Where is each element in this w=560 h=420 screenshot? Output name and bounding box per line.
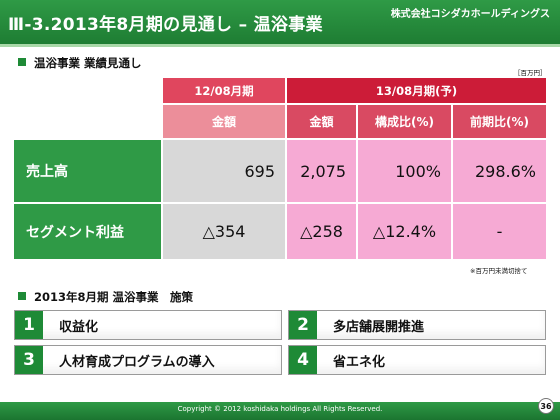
measure-label: 省エネ化 xyxy=(333,354,386,370)
unit-note: ［百万円］ xyxy=(514,69,547,77)
header-period-prev: 12/08月期 xyxy=(163,78,285,103)
measure-item-4: 4 省エネ化 xyxy=(288,345,546,375)
measure-number: 4 xyxy=(289,346,317,374)
company-name: 株式会社コシダカホールディングス xyxy=(390,9,550,20)
section-title-forecast: 温浴事業 業績見通し xyxy=(18,55,142,71)
measure-item-2: 2 多店舗展開推進 xyxy=(288,310,546,340)
title-bar: Ⅲ-3.2013年8月期の見通し – 温浴事業 株式会社コシダカホールディングス xyxy=(0,0,560,44)
cell-sales-next: 2,075 xyxy=(287,140,356,202)
footer-bar: Copyright © 2012 koshidaka holdings All … xyxy=(0,402,560,420)
row-label-segment-profit: セグメント利益 xyxy=(14,204,161,259)
measure-item-3: 3 人材育成プログラムの導入 xyxy=(14,345,282,375)
header-ratio: 構成比(%) xyxy=(358,105,451,138)
cell-sales-prev: 695 xyxy=(163,140,285,202)
copyright: Copyright © 2012 koshidaka holdings All … xyxy=(177,405,383,413)
cell-profit-yoy: - xyxy=(453,204,546,259)
measure-item-1: 1 収益化 xyxy=(14,310,282,340)
measure-label: 収益化 xyxy=(59,319,99,335)
square-bullet-icon xyxy=(18,292,26,300)
page-number: 36 xyxy=(538,398,554,414)
header-yoy: 前期比(%) xyxy=(453,105,546,138)
measure-label: 人材育成プログラムの導入 xyxy=(59,354,215,370)
row-label-sales: 売上高 xyxy=(14,140,161,202)
header-amount-prev: 金額 xyxy=(163,105,285,138)
header-amount-next: 金額 xyxy=(287,105,356,138)
section-title-measures-text: 2013年8月期 温浴事業 施策 xyxy=(34,290,194,304)
table-footnote: ※百万円未満切捨て xyxy=(470,267,528,275)
header-divider xyxy=(0,44,560,47)
square-bullet-icon xyxy=(18,58,26,66)
page-title: Ⅲ-3.2013年8月期の見通し – 温浴事業 xyxy=(8,15,323,35)
cell-profit-ratio: △12.4% xyxy=(358,204,451,259)
cell-profit-prev: △354 xyxy=(163,204,285,259)
section-title-forecast-text: 温浴事業 業績見通し xyxy=(34,56,142,70)
measure-label: 多店舗展開推進 xyxy=(333,319,425,335)
cell-sales-ratio: 100% xyxy=(358,140,451,202)
measure-number: 1 xyxy=(15,311,43,339)
section-title-measures: 2013年8月期 温浴事業 施策 xyxy=(18,289,193,305)
cell-sales-yoy: 298.6% xyxy=(453,140,546,202)
measure-number: 3 xyxy=(15,346,43,374)
header-period-next: 13/08月期(予) xyxy=(287,78,546,103)
measure-number: 2 xyxy=(289,311,317,339)
cell-profit-next: △258 xyxy=(287,204,356,259)
